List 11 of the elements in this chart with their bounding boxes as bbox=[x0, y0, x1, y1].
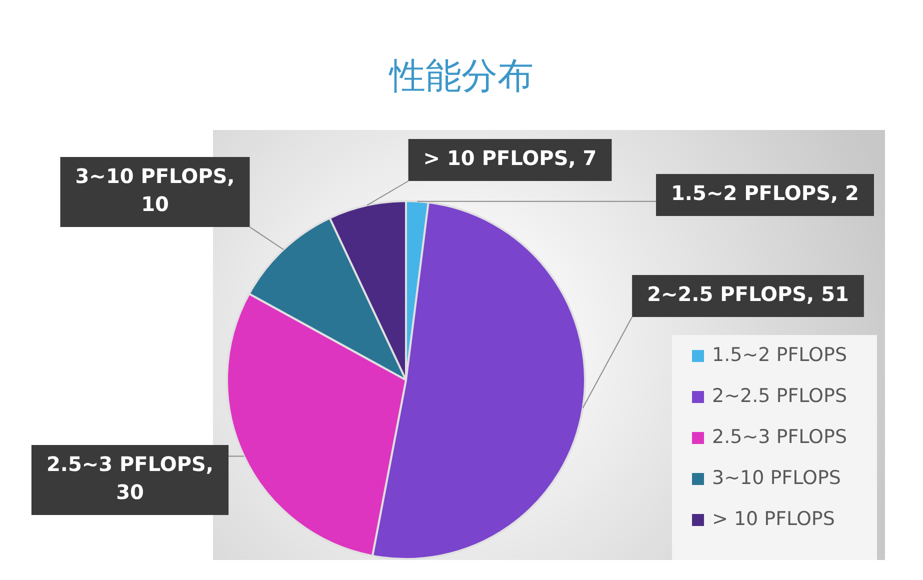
chart-title: 性能分布 bbox=[388, 55, 534, 99]
legend-label: 1.5~2 PFLOPS bbox=[712, 344, 848, 366]
data-label: 1.5~2 PFLOPS, 2 bbox=[671, 181, 859, 206]
data-label: 2~2.5 PFLOPS, 51 bbox=[647, 282, 849, 306]
legend-label: 3~10 PFLOPS bbox=[712, 466, 841, 489]
legend-label: > 10 PFLOPS bbox=[712, 508, 835, 530]
data-label: 3~10 PFLOPS, 10 bbox=[75, 164, 235, 216]
legend-label: 2~2.5 PFLOPS bbox=[712, 384, 848, 407]
data-label: 2.5~3 PFLOPS, 30 bbox=[46, 452, 214, 504]
data-label: > 10 PFLOPS, 7 bbox=[423, 146, 597, 170]
legend-label: 2.5~3 PFLOPS bbox=[712, 426, 848, 448]
